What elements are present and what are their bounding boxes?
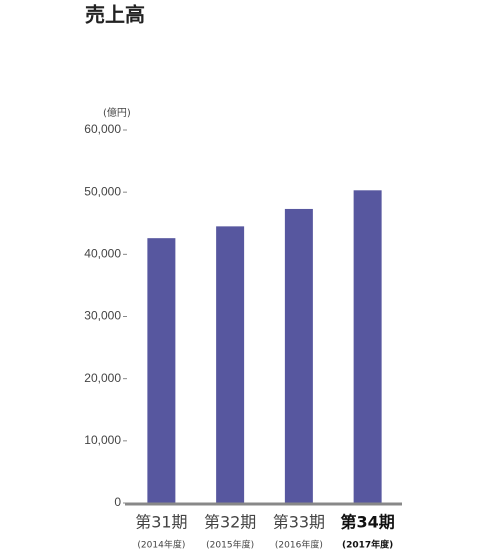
y-tick-label: 0 [114, 495, 121, 509]
x-tick-label: 第31期 [135, 513, 187, 532]
y-tick-label: 20,000 [84, 371, 121, 385]
y-tick-label: 40,000 [84, 247, 121, 261]
y-tick-label: 50,000 [84, 184, 121, 198]
bar [284, 208, 313, 503]
bar [353, 190, 382, 503]
y-tick-label: 10,000 [84, 433, 121, 447]
bar [216, 226, 245, 503]
x-tick-label: 第32期 [204, 513, 256, 532]
x-tick-sublabel: (2017年度) [342, 539, 393, 551]
x-tick-sublabel: (2016年度) [275, 539, 323, 551]
x-tick-sublabel: (2014年度) [137, 539, 185, 551]
y-tick-label: 30,000 [84, 309, 121, 323]
x-tick-sublabel: (2015年度) [206, 539, 254, 551]
y-unit: (億円) [103, 106, 131, 119]
bar [147, 238, 176, 504]
y-tick-label: 60,000 [84, 122, 121, 136]
x-tick-label: 第33期 [273, 513, 325, 532]
chart-title: 売上高 [85, 3, 145, 27]
x-tick-label: 第34期 [340, 513, 394, 532]
